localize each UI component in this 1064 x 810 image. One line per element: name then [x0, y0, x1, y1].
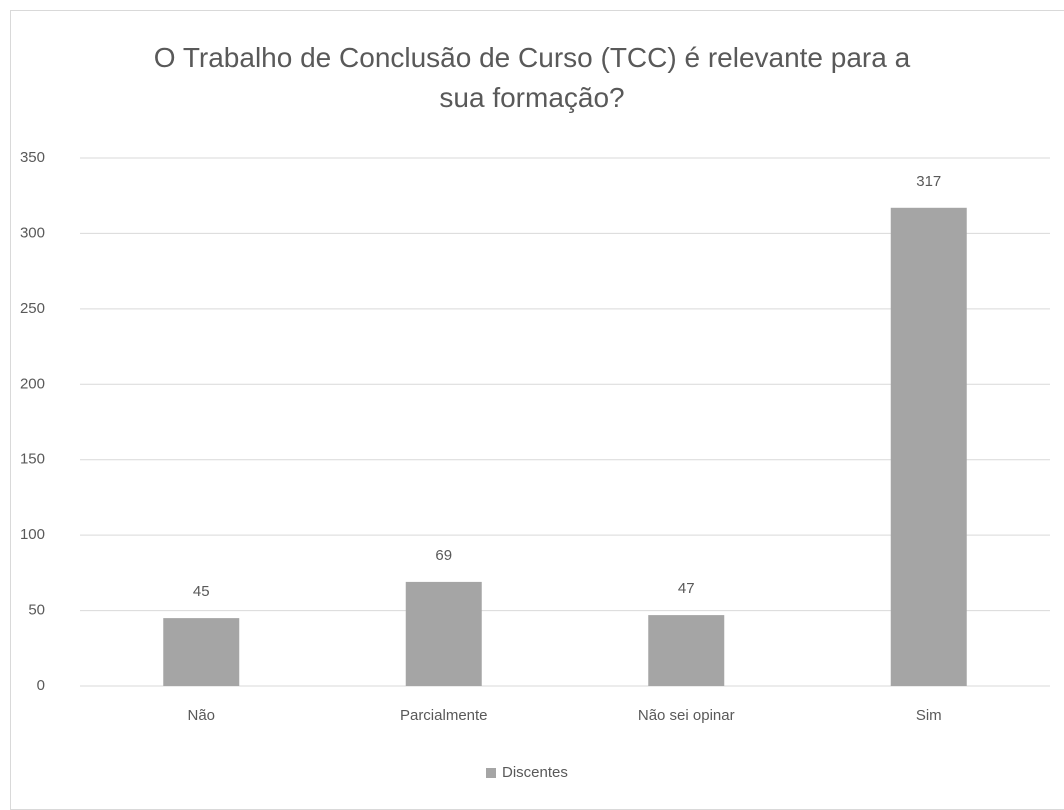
legend-swatch — [486, 768, 496, 778]
bar — [648, 615, 725, 686]
x-tick-label: Sim — [916, 707, 942, 724]
y-tick-label: 0 — [37, 677, 45, 694]
bar — [163, 618, 240, 686]
y-tick-label: 350 — [20, 149, 45, 166]
y-tick-label: 300 — [20, 224, 45, 241]
bar — [405, 581, 482, 686]
bar — [890, 207, 967, 687]
x-tick-label: Não sei opinar — [638, 707, 735, 724]
data-label: 317 — [916, 173, 941, 190]
y-tick-label: 200 — [20, 375, 45, 392]
y-tick-label: 50 — [28, 602, 45, 619]
x-tick-label: Parcialmente — [400, 707, 488, 724]
legend-label: Discentes — [502, 764, 568, 781]
x-tick-label: Não — [187, 707, 215, 724]
y-tick-label: 150 — [20, 451, 45, 468]
data-label: 47 — [678, 580, 695, 597]
data-label: 69 — [435, 547, 452, 564]
data-label: 45 — [193, 583, 210, 600]
y-tick-label: 250 — [20, 300, 45, 317]
y-tick-label: 100 — [20, 526, 45, 543]
chart-title: O Trabalho de Conclusão de Curso (TCC) é… — [153, 42, 911, 113]
